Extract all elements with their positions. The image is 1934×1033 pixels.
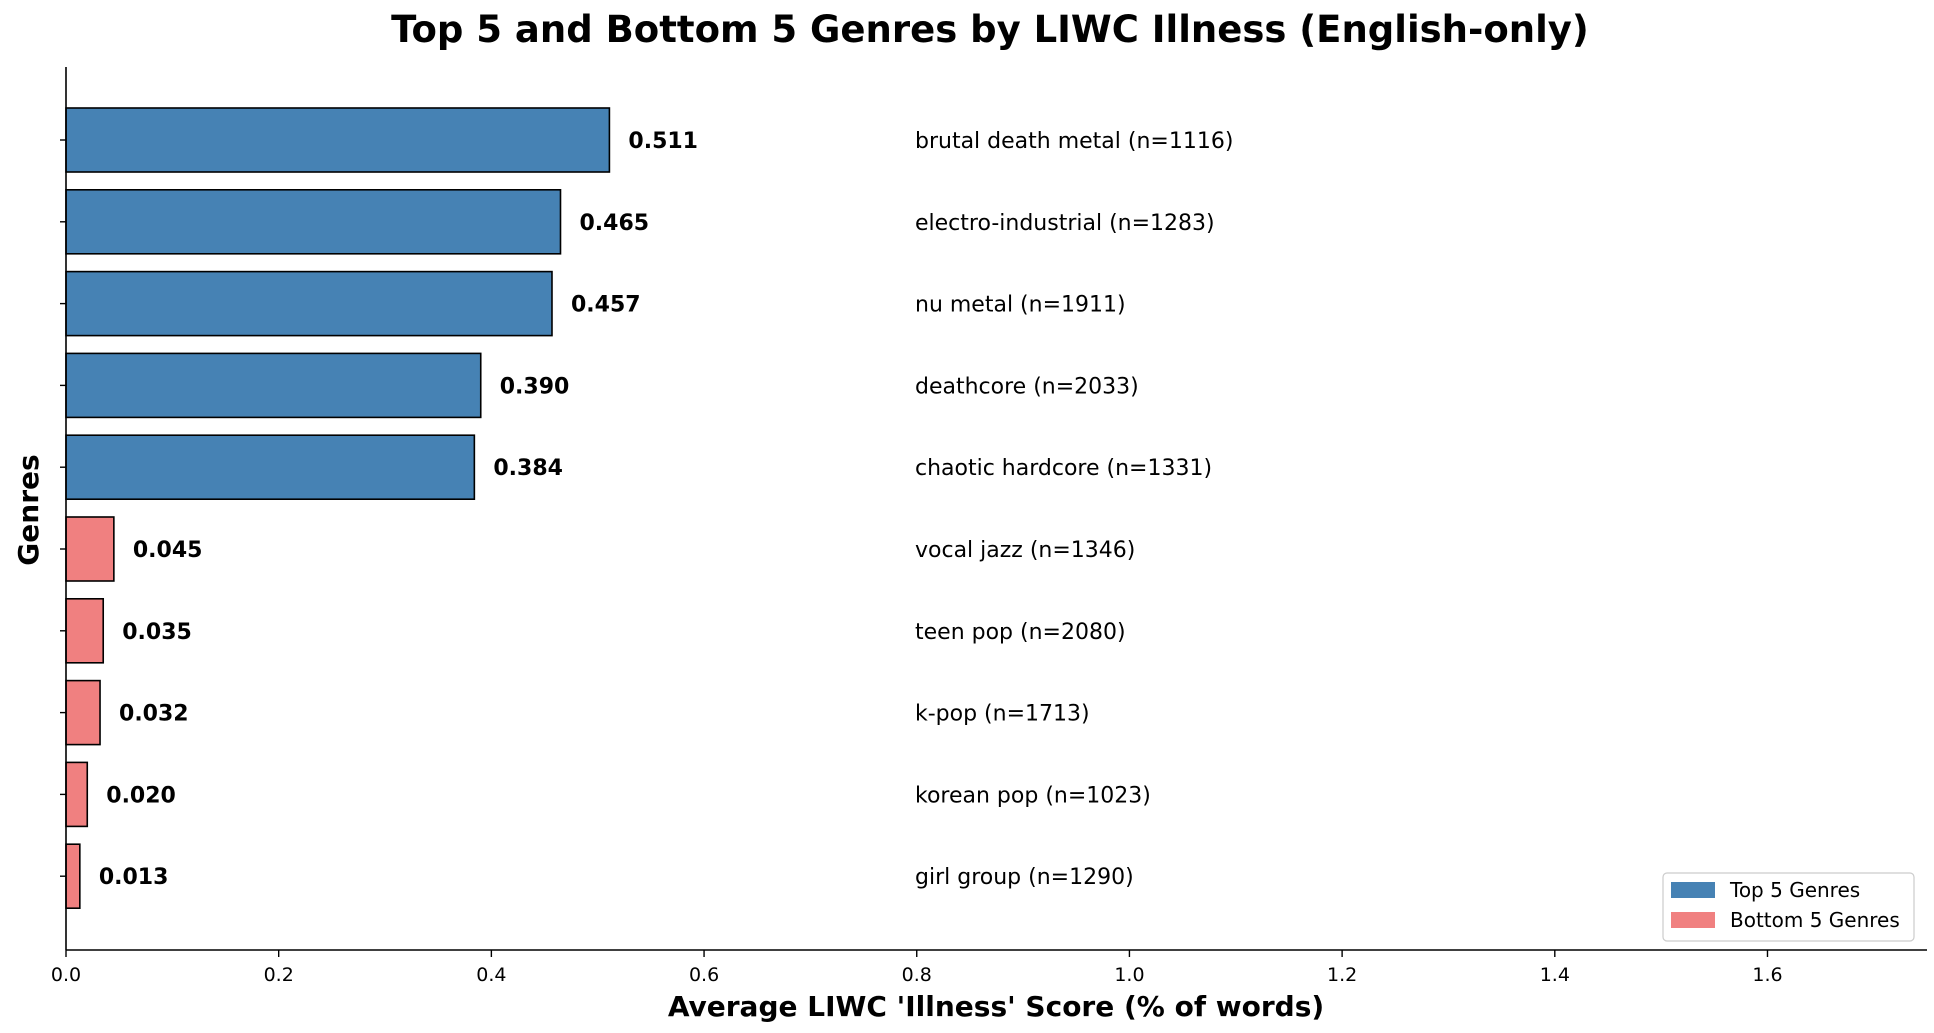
y-axis-label: Genres <box>12 454 45 565</box>
bar-0 <box>65 107 611 173</box>
value-label-2: 0.457 <box>571 293 641 318</box>
bars-layer <box>65 107 611 910</box>
value-label-7: 0.032 <box>119 702 189 727</box>
x-tick-label-4: 0.8 <box>902 964 932 986</box>
chart-title: Top 5 and Bottom 5 Genres by LIWC Illnes… <box>391 8 1589 51</box>
genre-label-6: teen pop (n=2080) <box>915 620 1126 645</box>
value-labels-layer: 0.511 0.465 0.457 0.390 0.384 0.045 0.035 0.032… <box>99 129 698 890</box>
x-axis-label: Average LIWC 'Illness' Score (% of words… <box>668 990 1324 1023</box>
bar-6 <box>65 597 105 664</box>
value-label-4: 0.384 <box>493 456 563 481</box>
legend-swatch-bottom <box>1671 912 1715 928</box>
value-label-0: 0.511 <box>628 129 698 154</box>
x-tick-label-1: 0.2 <box>264 964 294 986</box>
legend-label-top: Top 5 Genres <box>1729 878 1860 902</box>
bar-8 <box>65 761 89 828</box>
bar-5 <box>65 516 115 582</box>
x-tick-label-5: 1.0 <box>1114 964 1144 986</box>
genre-label-3: deathcore (n=2033) <box>915 374 1139 399</box>
bar-2 <box>65 270 553 337</box>
bar-9 <box>65 843 81 910</box>
genre-label-2: nu metal (n=1911) <box>915 293 1126 318</box>
x-tick-label-7: 1.4 <box>1540 964 1570 986</box>
genre-label-7: k-pop (n=1713) <box>915 702 1090 727</box>
genre-label-1: electro-industrial (n=1283) <box>915 211 1215 236</box>
value-label-5: 0.045 <box>133 538 203 563</box>
x-tick-label-0: 0.0 <box>51 964 81 986</box>
value-label-3: 0.390 <box>500 374 570 399</box>
legend-label-bottom: Bottom 5 Genres <box>1730 908 1900 932</box>
bar-1 <box>65 189 562 255</box>
x-ticks-layer: 0.0 0.2 0.4 0.6 0.8 1.0 1.2 1.4 1.6 <box>51 950 1783 986</box>
genre-label-0: brutal death metal (n=1116) <box>915 129 1233 154</box>
x-tick-label-6: 1.2 <box>1327 964 1357 986</box>
genre-label-4: chaotic hardcore (n=1331) <box>915 456 1212 481</box>
y-ticks-layer <box>60 139 66 877</box>
bar-4 <box>65 434 476 501</box>
bar-7 <box>65 679 101 746</box>
bar-3 <box>65 352 482 419</box>
value-label-6: 0.035 <box>122 620 192 645</box>
legend-frame <box>1662 872 1915 942</box>
value-label-8: 0.020 <box>106 783 176 808</box>
value-label-9: 0.013 <box>99 865 169 890</box>
x-tick-label-8: 1.6 <box>1752 964 1782 986</box>
x-tick-label-3: 0.6 <box>689 964 719 986</box>
genre-label-8: korean pop (n=1023) <box>915 783 1151 808</box>
genre-labels-layer: brutal death metal (n=1116) electro-indus… <box>915 129 1233 890</box>
legend-swatch-top <box>1671 882 1715 898</box>
genre-label-5: vocal jazz (n=1346) <box>915 538 1135 563</box>
value-label-1: 0.465 <box>579 211 649 236</box>
x-tick-label-2: 0.4 <box>476 964 506 986</box>
legend: Top 5 Genres Bottom 5 Genres <box>1662 872 1915 942</box>
genre-label-9: girl group (n=1290) <box>915 865 1134 890</box>
